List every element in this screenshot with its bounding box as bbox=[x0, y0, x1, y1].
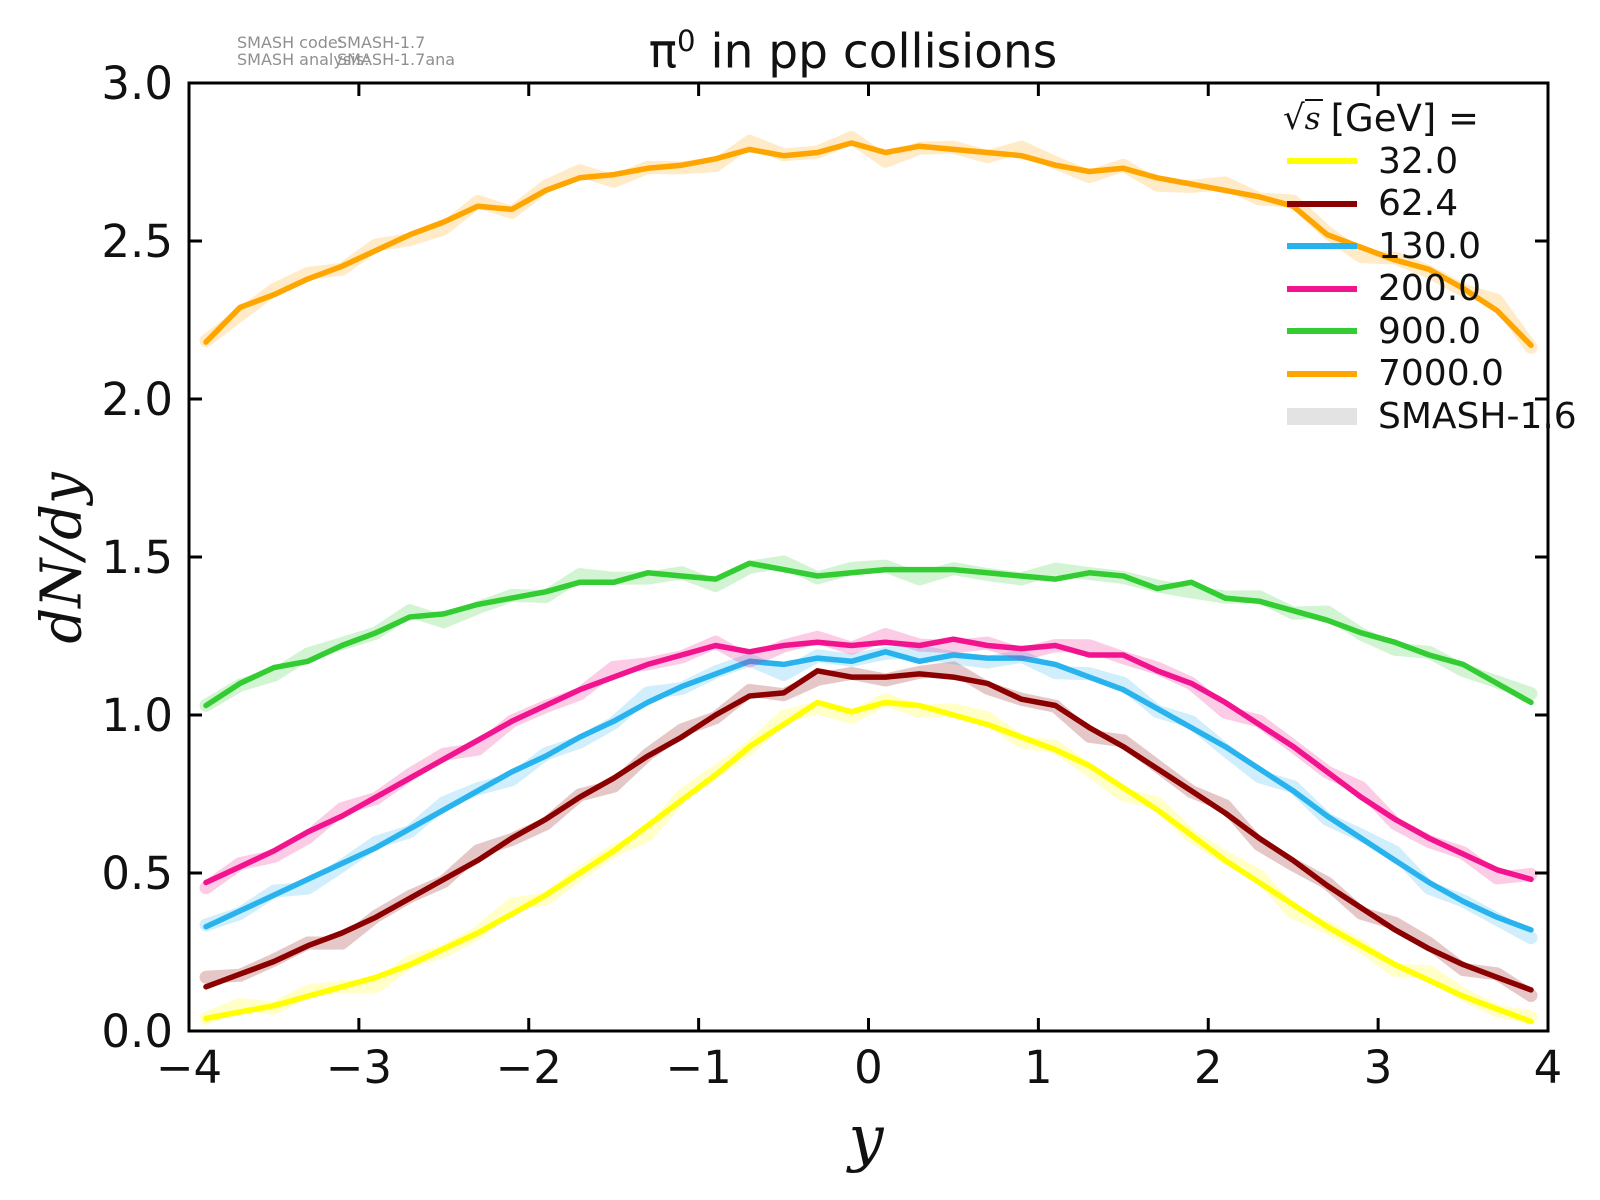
series-line-7000.0 bbox=[203, 140, 1534, 349]
y-tick-label: 2.5 bbox=[101, 215, 173, 268]
smash16-band-32.0 bbox=[199, 693, 1538, 1025]
legend-entries: 32.0 62.4 130.0 200.0 900.0 7000.0 SMASH-1.6 bbox=[1255, 140, 1585, 438]
y-tick-label: 0.0 bbox=[101, 1005, 173, 1058]
legend-entry-200.0: 200.0 bbox=[1255, 268, 1585, 311]
legend-line-swatch bbox=[1287, 243, 1357, 250]
x-tick-label: −1 bbox=[665, 1041, 731, 1094]
pi-superscript: 0 bbox=[677, 23, 696, 58]
x-tick-label: 3 bbox=[1364, 1041, 1393, 1094]
series-line-200.0 bbox=[203, 636, 1534, 886]
legend-entry-label: 200.0 bbox=[1378, 268, 1482, 310]
series-line-62.4 bbox=[203, 668, 1534, 993]
legend-line-swatch bbox=[1287, 370, 1357, 377]
annotation-analysis-label: SMASH analysis: bbox=[237, 50, 370, 69]
annotation-code-label: SMASH code: bbox=[237, 33, 344, 52]
sqrt-s-arg: s bbox=[1304, 99, 1323, 137]
legend-entry-900.0: 900.0 bbox=[1255, 310, 1585, 353]
annotation-line1: SMASH code:SMASH-1.7 bbox=[237, 34, 455, 51]
y-tick-label: 1.5 bbox=[101, 531, 173, 584]
smash-version-annotation: SMASH code:SMASH-1.7 SMASH analysis:SMAS… bbox=[237, 34, 455, 68]
smash16-band-900.0 bbox=[199, 555, 1538, 712]
x-tick-label: −2 bbox=[496, 1041, 562, 1094]
legend-entry-SMASH-1.6: SMASH-1.6 bbox=[1255, 395, 1585, 438]
legend: √ s [GeV] = 32.0 62.4 130.0 200.0 900.0 7000.0 S… bbox=[1255, 96, 1585, 438]
series-line-32.0 bbox=[203, 699, 1534, 1025]
legend-entry-62.4: 62.4 bbox=[1255, 183, 1585, 226]
legend-title-units: [GeV] = bbox=[1330, 96, 1479, 140]
x-tick-label: 0 bbox=[854, 1041, 883, 1094]
legend-entry-label: 32.0 bbox=[1378, 140, 1459, 182]
legend-entry-32.0: 32.0 bbox=[1255, 140, 1585, 183]
legend-entry-label: 7000.0 bbox=[1378, 353, 1504, 395]
legend-line-swatch bbox=[1287, 285, 1357, 292]
legend-entry-label: 62.4 bbox=[1378, 183, 1459, 225]
series-line-130.0 bbox=[203, 649, 1534, 933]
x-tick-label: −3 bbox=[326, 1041, 392, 1094]
annotation-analysis-value: SMASH-1.7ana bbox=[337, 50, 456, 69]
legend-line-swatch bbox=[1287, 158, 1357, 165]
annotation-code-value: SMASH-1.7 bbox=[337, 33, 426, 52]
title-text: in pp collisions bbox=[695, 24, 1058, 80]
x-axis-label: y bbox=[848, 1101, 884, 1175]
x-tick-label: 2 bbox=[1194, 1041, 1223, 1094]
legend-title: √ s [GeV] = bbox=[1283, 96, 1585, 140]
legend-line-swatch bbox=[1287, 328, 1357, 335]
pi-symbol: π bbox=[648, 24, 678, 80]
legend-line-swatch bbox=[1287, 200, 1357, 207]
chart-title: π0 in pp collisions bbox=[649, 25, 1058, 80]
legend-entry-label: 900.0 bbox=[1378, 310, 1482, 352]
legend-entry-label: 130.0 bbox=[1378, 225, 1482, 267]
x-tick-label: −4 bbox=[156, 1041, 222, 1094]
y-tick-label: 0.5 bbox=[101, 847, 173, 900]
y-axis-label: dN/dy bbox=[29, 472, 95, 644]
x-tick-label: 1 bbox=[1024, 1041, 1053, 1094]
y-tick-label: 1.0 bbox=[101, 689, 173, 742]
x-tick-label: 4 bbox=[1534, 1041, 1563, 1094]
legend-entry-label: SMASH-1.6 bbox=[1378, 395, 1577, 437]
sqrt-icon: √ bbox=[1283, 98, 1305, 138]
legend-band-swatch bbox=[1287, 407, 1357, 425]
y-tick-label: 2.0 bbox=[101, 373, 173, 426]
legend-entry-7000.0: 7000.0 bbox=[1255, 353, 1585, 396]
y-tick-label: 3.0 bbox=[101, 57, 173, 110]
series-line-900.0 bbox=[203, 560, 1534, 709]
annotation-line2: SMASH analysis:SMASH-1.7ana bbox=[237, 51, 455, 68]
legend-entry-130.0: 130.0 bbox=[1255, 225, 1585, 268]
